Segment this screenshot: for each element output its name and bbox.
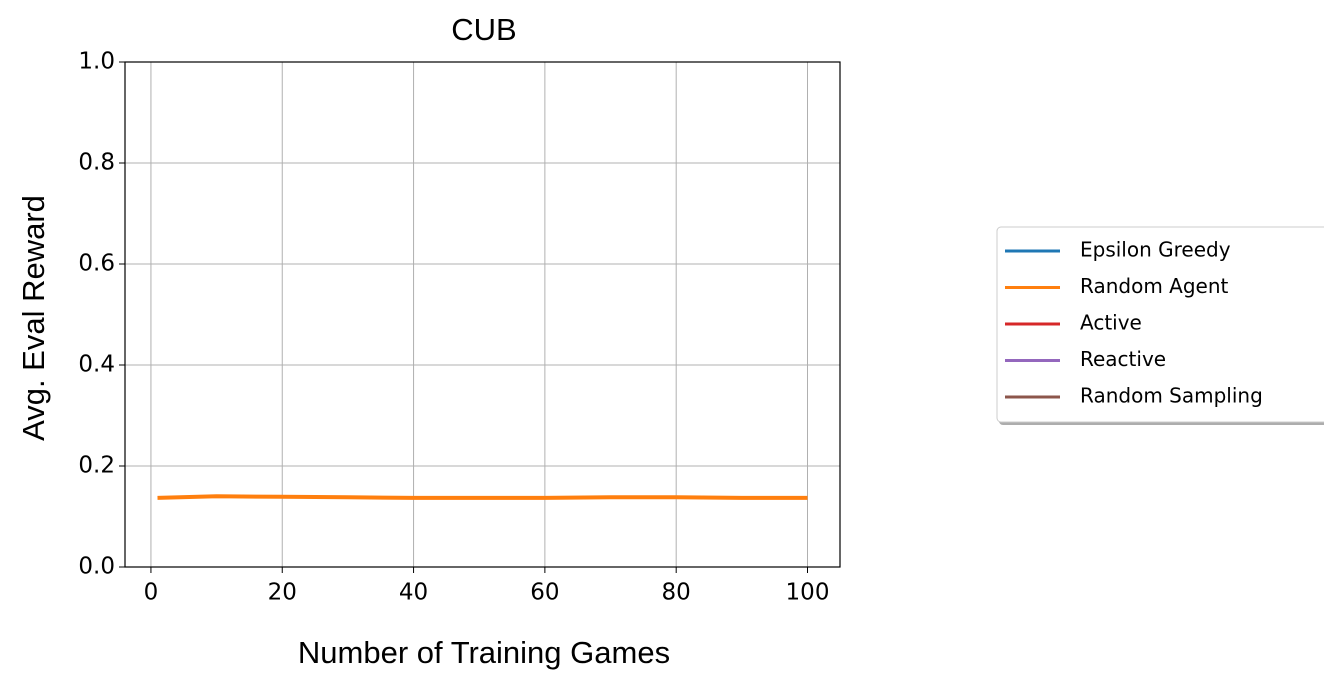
x-tick-label: 80	[662, 580, 691, 606]
x-tick-label: 40	[399, 580, 428, 606]
chart-title: CUB	[451, 12, 516, 47]
x-tick-label: 60	[530, 580, 559, 606]
series-line	[157, 494, 808, 500]
x-tick-label: 0	[144, 580, 159, 606]
legend-label: Random Agent	[1080, 274, 1229, 298]
y-tick-label: 0.2	[78, 453, 115, 479]
legend-label: Active	[1080, 311, 1142, 335]
plot-frame	[124, 61, 841, 568]
legend: Epsilon Greedy Random Agent Active Reactive…	[1005, 238, 1263, 408]
legend-label: Reactive	[1080, 347, 1166, 371]
grid: 0.0 0.2 0.4 0.6 0.8 1.0 0 20 40 60 80 100	[78, 49, 840, 606]
legend-label: Epsilon Greedy	[1080, 238, 1231, 262]
y-tick-label: 0.0	[78, 554, 115, 580]
y-axis-label: Avg. Eval Reward	[16, 195, 51, 441]
legend-label: Random Sampling	[1080, 384, 1263, 408]
x-tick-label: 100	[786, 580, 830, 606]
lines	[157, 494, 808, 500]
x-tick-label: 20	[268, 580, 297, 606]
y-tick-label: 1.0	[78, 49, 115, 75]
y-tick-label: 0.6	[78, 251, 115, 277]
y-tick-label: 0.4	[78, 352, 115, 378]
legend-box	[996, 226, 1324, 423]
y-tick-label: 0.8	[78, 150, 115, 176]
x-axis-label: Number of Training Games	[298, 635, 670, 670]
